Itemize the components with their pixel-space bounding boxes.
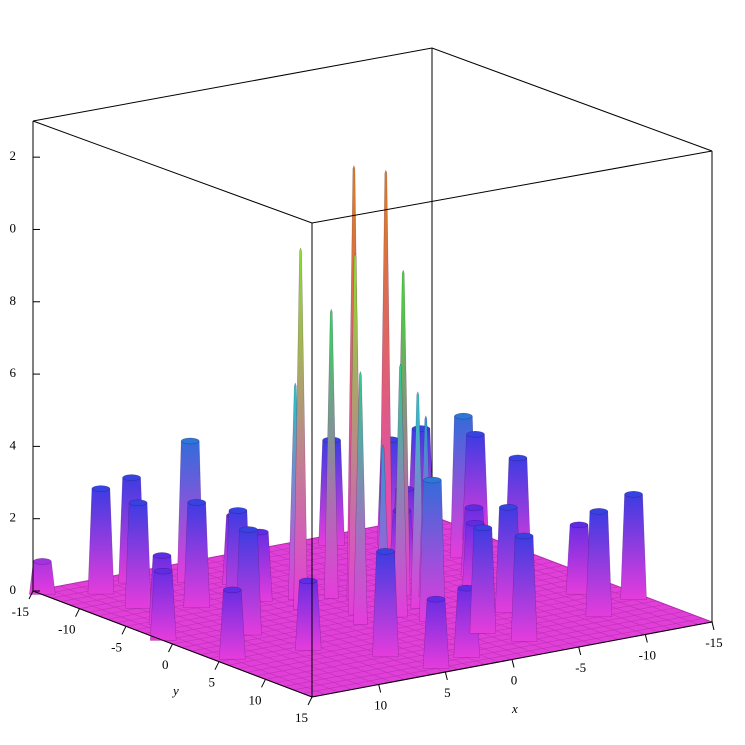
peak-top	[33, 558, 52, 565]
peak-top	[239, 526, 258, 533]
y-tick-label: -15	[12, 604, 29, 619]
y-tick	[261, 679, 266, 688]
z-tick-label: 2	[10, 510, 17, 525]
peak-top	[299, 577, 318, 585]
peak-top	[508, 454, 528, 462]
y-tick-label: 0	[162, 657, 169, 672]
peak-top	[466, 430, 485, 438]
peak-top	[473, 524, 493, 532]
box-back	[32, 47, 713, 560]
peak-top	[180, 437, 200, 445]
x-tick-label: 5	[444, 685, 451, 700]
peak-top	[499, 503, 518, 511]
peak	[124, 499, 152, 609]
x-tick	[711, 621, 715, 631]
peak-top	[153, 567, 173, 575]
floor-grid-line	[72, 583, 353, 690]
peak	[295, 577, 322, 651]
floor-grid-line	[46, 588, 326, 695]
peak-top	[376, 548, 395, 555]
peak	[87, 485, 115, 595]
peak-top	[423, 476, 442, 484]
x-tick	[444, 671, 448, 681]
x-axis-label: x	[511, 701, 518, 716]
z-tick-label: 0	[10, 582, 17, 597]
peak	[422, 595, 450, 669]
y-tick-label: -10	[58, 622, 75, 637]
peak	[469, 524, 497, 634]
peak-top	[454, 412, 473, 420]
z-tick-label: 4	[10, 437, 17, 452]
peak	[149, 567, 177, 641]
peak-top	[128, 499, 148, 507]
y-tick	[307, 696, 313, 706]
peak	[585, 508, 613, 618]
x-tick-label: 0	[511, 672, 518, 687]
y-tick	[75, 608, 80, 617]
peak	[620, 491, 647, 601]
z-tick-label: 0	[10, 220, 17, 235]
x-tick	[511, 659, 515, 668]
y-tick-label: 15	[295, 710, 308, 725]
y-tick-label: 10	[249, 692, 262, 707]
peak-top	[624, 491, 643, 498]
peak-top	[223, 586, 242, 594]
x-tick-label: -10	[639, 647, 656, 662]
peak-top	[228, 507, 248, 514]
y-tick	[214, 661, 220, 670]
peak	[353, 370, 368, 625]
peak-top	[569, 521, 589, 529]
peak-top	[514, 532, 534, 540]
z-tick-label: 6	[10, 365, 17, 380]
peak-top	[91, 485, 111, 492]
x-tick-label: 10	[374, 697, 387, 712]
peak	[372, 548, 399, 658]
peak	[219, 586, 246, 660]
floor-grid-line	[302, 618, 703, 694]
z-tick-label: 8	[10, 293, 17, 308]
y-tick-label: -5	[111, 639, 122, 654]
peak-top	[464, 504, 484, 511]
peak-top	[187, 499, 206, 506]
surface	[29, 164, 647, 669]
z-tick-label: 2	[10, 148, 17, 163]
y-axis-label: y	[171, 683, 179, 698]
y-tick	[168, 643, 173, 653]
floor-grid-line	[293, 614, 694, 691]
peak	[393, 363, 408, 618]
y-tick	[28, 590, 34, 600]
peak	[510, 532, 538, 642]
x-tick	[378, 684, 382, 693]
y-tick-label: 5	[209, 675, 216, 690]
floor-grid-line	[284, 611, 685, 687]
x-tick-label: -5	[575, 660, 586, 675]
peak-top	[465, 519, 485, 527]
peak	[324, 308, 339, 599]
peak-top	[589, 508, 609, 515]
peak	[183, 499, 210, 609]
box-edge	[32, 120, 713, 224]
y-tick	[121, 626, 127, 635]
box-edge	[32, 47, 713, 152]
x-tick	[644, 634, 648, 643]
peak-top	[152, 552, 172, 559]
peak-top	[122, 474, 141, 481]
x-tick	[578, 646, 582, 656]
floor-grid-line	[59, 585, 339, 693]
peak-top	[426, 595, 446, 603]
x-tick-label: -15	[705, 635, 722, 650]
